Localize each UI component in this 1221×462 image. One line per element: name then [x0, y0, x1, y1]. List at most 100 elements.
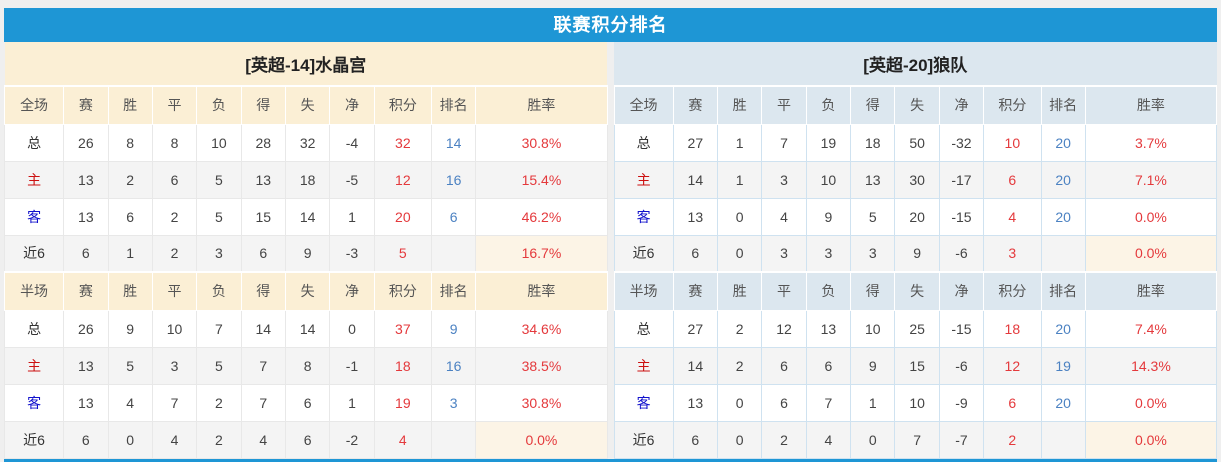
- column-header: 排名: [430, 271, 477, 311]
- points-cell: 4: [983, 197, 1042, 236]
- stat-cell: 14: [240, 309, 286, 348]
- stat-cell: 2: [716, 346, 763, 385]
- winrate-cell: 0.0%: [1084, 234, 1218, 273]
- stat-cell: 6: [761, 383, 807, 422]
- rank-cell: 9: [430, 309, 477, 348]
- section-label: 全场: [3, 85, 65, 125]
- column-header: 净: [938, 85, 985, 125]
- column-header: 得: [240, 85, 286, 125]
- column-header: 胜率: [1084, 85, 1218, 125]
- column-header: 失: [894, 85, 940, 125]
- rank-cell: 3: [430, 383, 477, 422]
- stat-cell: -15: [938, 309, 985, 348]
- points-cell: 2: [983, 420, 1042, 459]
- stats-row-total: 总 26 9 10 7 14 14 0 37 9 34.6%: [3, 309, 608, 348]
- stat-cell: 14: [284, 197, 331, 236]
- stat-cell: 2: [196, 420, 242, 459]
- stat-cell: 27: [672, 123, 719, 162]
- stats-row-last6: 近6 6 0 3 3 3 9 -6 3 0.0%: [613, 234, 1218, 273]
- stat-cell: 5: [107, 346, 153, 385]
- points-cell: 10: [983, 123, 1042, 162]
- row-label-total: 总: [613, 123, 674, 162]
- rank-cell: [430, 420, 477, 459]
- row-label-away: 客: [613, 197, 674, 236]
- column-header: 平: [151, 85, 198, 125]
- stat-cell: -15: [938, 197, 985, 236]
- team-panel: [英超-20]狼队 全场赛胜平负得失净积分 排名 胜率总 27 1 7 19 18 50 -32 10…: [613, 42, 1218, 459]
- points-cell: 5: [373, 234, 433, 273]
- rank-cell: 20: [1040, 123, 1086, 162]
- stats-row-home: 主 14 1 3 10 13 30 -17 6 20 7.1%: [613, 160, 1218, 199]
- stat-cell: 13: [63, 160, 109, 199]
- stat-cell: 9: [107, 309, 153, 348]
- stat-cell: 18: [850, 123, 896, 162]
- column-header: 胜率: [1084, 271, 1218, 311]
- stat-cell: 15: [240, 197, 286, 236]
- column-header: 平: [761, 271, 807, 311]
- stat-cell: 50: [894, 123, 940, 162]
- winrate-cell: 7.1%: [1084, 160, 1218, 199]
- stats-row-last6: 近6 6 0 2 4 0 7 -7 2 0.0%: [613, 420, 1218, 459]
- rank-cell: 20: [1040, 197, 1086, 236]
- points-cell: 32: [373, 123, 433, 162]
- column-header: 净: [938, 271, 985, 311]
- stat-cell: 6: [240, 234, 286, 273]
- column-header: 得: [850, 271, 896, 311]
- column-header: 排名: [1040, 85, 1086, 125]
- points-cell: 37: [373, 309, 433, 348]
- stat-cell: 13: [805, 309, 852, 348]
- stat-cell: 6: [672, 234, 719, 273]
- stat-cell: -32: [938, 123, 985, 162]
- stat-cell: -9: [938, 383, 985, 422]
- team-header-row: [英超-14]水晶宫: [4, 42, 607, 86]
- rank-cell: [1040, 420, 1086, 459]
- winrate-cell: 0.0%: [1084, 420, 1218, 459]
- stat-cell: 7: [196, 309, 242, 348]
- stat-cell: 10: [894, 383, 940, 422]
- stat-cell: 0: [716, 197, 763, 236]
- team-tables-container: [英超-14]水晶宫 全场赛胜平负得失净积分 排名 胜率总 26 8 8 10 28 32 -4 32…: [3, 42, 1218, 459]
- stat-cell: 13: [672, 197, 719, 236]
- stat-cell: 1: [329, 383, 375, 422]
- column-header: 得: [850, 85, 896, 125]
- stat-cell: 3: [761, 234, 807, 273]
- rank-cell: 16: [430, 346, 477, 385]
- column-header: 得: [240, 271, 286, 311]
- rank-cell: [1040, 234, 1086, 273]
- stat-cell: 3: [196, 234, 242, 273]
- stat-cell: 3: [850, 234, 896, 273]
- stat-cell: 0: [329, 309, 375, 348]
- row-label-total: 总: [613, 309, 674, 348]
- winrate-cell: 46.2%: [475, 197, 608, 236]
- column-header: 净: [329, 271, 375, 311]
- column-header: 平: [151, 271, 198, 311]
- winrate-cell: 30.8%: [475, 383, 608, 422]
- stat-cell: 6: [805, 346, 852, 385]
- stat-cell: 0: [107, 420, 153, 459]
- stat-cell: 6: [672, 420, 719, 459]
- section-label: 全场: [613, 85, 674, 125]
- points-cell: 6: [983, 383, 1042, 422]
- stat-cell: 14: [672, 160, 719, 199]
- points-cell: 19: [373, 383, 433, 422]
- stats-row-last6: 近6 6 0 4 2 4 6 -2 4 0.0%: [3, 420, 608, 459]
- stat-cell: -2: [329, 420, 375, 459]
- rank-cell: 20: [1040, 160, 1086, 199]
- stat-cell: 7: [151, 383, 198, 422]
- stat-cell: 5: [196, 346, 242, 385]
- column-header: 排名: [430, 85, 477, 125]
- stat-cell: 25: [894, 309, 940, 348]
- winrate-cell: 30.8%: [475, 123, 608, 162]
- stat-cell: -6: [938, 234, 985, 273]
- stat-cell: 3: [805, 234, 852, 273]
- stat-cell: 2: [196, 383, 242, 422]
- team-name: [英超-14]水晶宫: [4, 42, 607, 86]
- stat-cell: 1: [716, 123, 763, 162]
- stat-cell: 5: [196, 160, 242, 199]
- stat-cell: 7: [240, 346, 286, 385]
- points-cell: 4: [373, 420, 433, 459]
- stat-cell: -4: [329, 123, 375, 162]
- stat-cell: -3: [329, 234, 375, 273]
- row-label-home: 主: [613, 160, 674, 199]
- column-header: 负: [196, 85, 242, 125]
